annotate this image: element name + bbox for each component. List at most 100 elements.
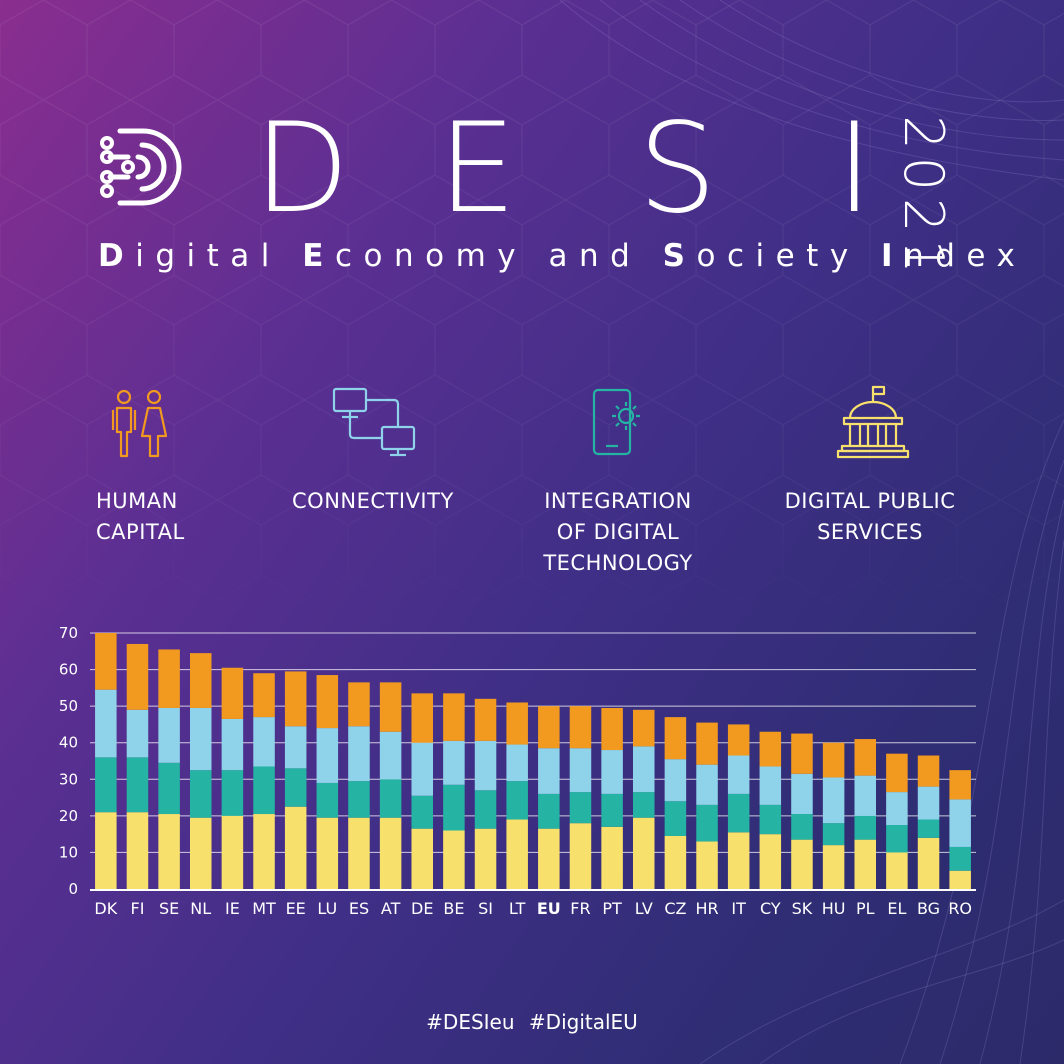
bar-segment	[284, 768, 307, 807]
bar-segment	[791, 814, 813, 840]
bar-segment	[348, 682, 370, 727]
bar-segment	[917, 786, 940, 820]
x-tick-label: FR	[570, 899, 590, 918]
bar-segment	[727, 832, 750, 889]
bar-segment	[632, 746, 655, 793]
dimension-label-digital-public-services: DIGITAL PUBLIC SERVICES	[784, 489, 956, 544]
bar-segment	[632, 792, 655, 818]
bar-segment	[601, 826, 623, 889]
x-tick-label: HR	[695, 899, 718, 918]
bar-segment	[664, 835, 687, 889]
dimension-label-human-capital: HUMAN CAPITAL	[96, 489, 185, 544]
bar-segment	[886, 852, 908, 889]
bar-segment	[189, 817, 212, 889]
bar-segment	[126, 812, 149, 889]
subtitle-word: ndex	[904, 238, 1027, 274]
bar-segment	[221, 815, 244, 889]
bar-segment	[949, 770, 971, 800]
bar-segment	[791, 773, 813, 815]
bar-segment	[538, 793, 560, 829]
x-tick-label: DK	[94, 899, 117, 918]
bar-segment	[284, 726, 307, 769]
bar-segment	[949, 799, 971, 847]
subtitle-word: igital	[135, 238, 303, 274]
x-tick-label: NL	[190, 899, 211, 918]
bar-segment	[632, 817, 655, 889]
bar-segment	[316, 782, 339, 818]
bar-segment	[443, 740, 465, 785]
bar-segment	[158, 649, 180, 708]
bar-segment	[791, 839, 813, 889]
subtitle-word: ociety	[696, 238, 882, 274]
y-tick-label: 60	[59, 661, 78, 679]
bar-segment	[221, 770, 244, 816]
x-tick-label: HU	[822, 899, 846, 918]
bar-segment	[158, 707, 180, 763]
bar-segment	[158, 814, 180, 889]
bar-segment	[759, 834, 782, 889]
bar-segment	[854, 739, 877, 776]
x-tick-label: CZ	[664, 899, 686, 918]
bar-segment	[854, 775, 877, 816]
bar-segment	[506, 781, 528, 820]
bar-segment	[443, 693, 465, 741]
desi-stacked-bar-chart: 0 10 20 30 40 50 60 70 DK FI SE NL IE MT EE LU ES AT DE BE S…	[59, 624, 976, 918]
hashtag-digitaleu[interactable]: #DigitalEU	[528, 1010, 638, 1034]
bar-segment	[601, 793, 623, 827]
x-tick-label: FI	[131, 899, 145, 918]
bar-segment	[348, 817, 370, 889]
x-tick-label: IT	[731, 899, 746, 918]
bar-segment	[316, 728, 339, 783]
bar-segment	[253, 673, 275, 718]
x-tick-label: EL	[887, 899, 906, 918]
x-tick-label: SI	[478, 899, 493, 918]
subtitle-initial: D	[98, 238, 136, 274]
bar-segment	[727, 724, 750, 756]
subtitle-initial: E	[302, 238, 335, 274]
bar-segment	[379, 779, 402, 818]
bar-segment	[506, 702, 528, 745]
bar-segment	[474, 790, 497, 829]
bar-segment	[348, 781, 370, 818]
x-tick-label: BE	[443, 899, 464, 918]
logo-letter-e: E	[438, 97, 517, 241]
x-tick-label: EU	[537, 899, 561, 918]
bar-segment	[822, 742, 845, 778]
y-tick-label: 30	[59, 770, 78, 788]
bar-segment	[95, 812, 117, 889]
logo-letter-d: D	[254, 97, 350, 241]
x-tick-label: LV	[635, 899, 653, 918]
bar-segment	[664, 717, 687, 760]
x-tick-label: MT	[252, 899, 276, 918]
subtitle-initial: S	[662, 238, 697, 274]
bar-segment	[949, 870, 971, 889]
bar-segment	[917, 755, 940, 787]
bar-segment	[348, 726, 370, 782]
y-tick-label: 10	[59, 843, 78, 861]
bar-segment	[538, 828, 560, 889]
bar-segment	[822, 777, 845, 824]
bar-segment	[696, 722, 718, 765]
bar-segment	[664, 759, 687, 802]
bar-segment	[569, 792, 592, 824]
subtitle-initial: I	[881, 238, 905, 274]
bar-segment	[253, 814, 275, 889]
bar-segment	[284, 671, 307, 727]
bar-segment	[601, 707, 623, 751]
hashtag-desieu[interactable]: #DESIeu	[426, 1010, 515, 1034]
x-tick-label: DE	[411, 899, 433, 918]
bar-segment	[632, 709, 655, 747]
bar-segment	[886, 753, 908, 793]
bar-segment	[759, 766, 782, 805]
bar-segment	[917, 819, 940, 838]
x-tick-label: RO	[948, 899, 972, 918]
bar-segment	[379, 817, 402, 889]
bar-segment	[664, 801, 687, 836]
bar-segment	[538, 748, 560, 794]
bar-segment	[759, 731, 782, 767]
bar-segment	[696, 764, 718, 805]
bar-segment	[379, 682, 402, 732]
smartphone-gear-icon	[592, 388, 640, 456]
x-tick-label: EE	[286, 899, 306, 918]
x-tick-label: SK	[792, 899, 813, 918]
